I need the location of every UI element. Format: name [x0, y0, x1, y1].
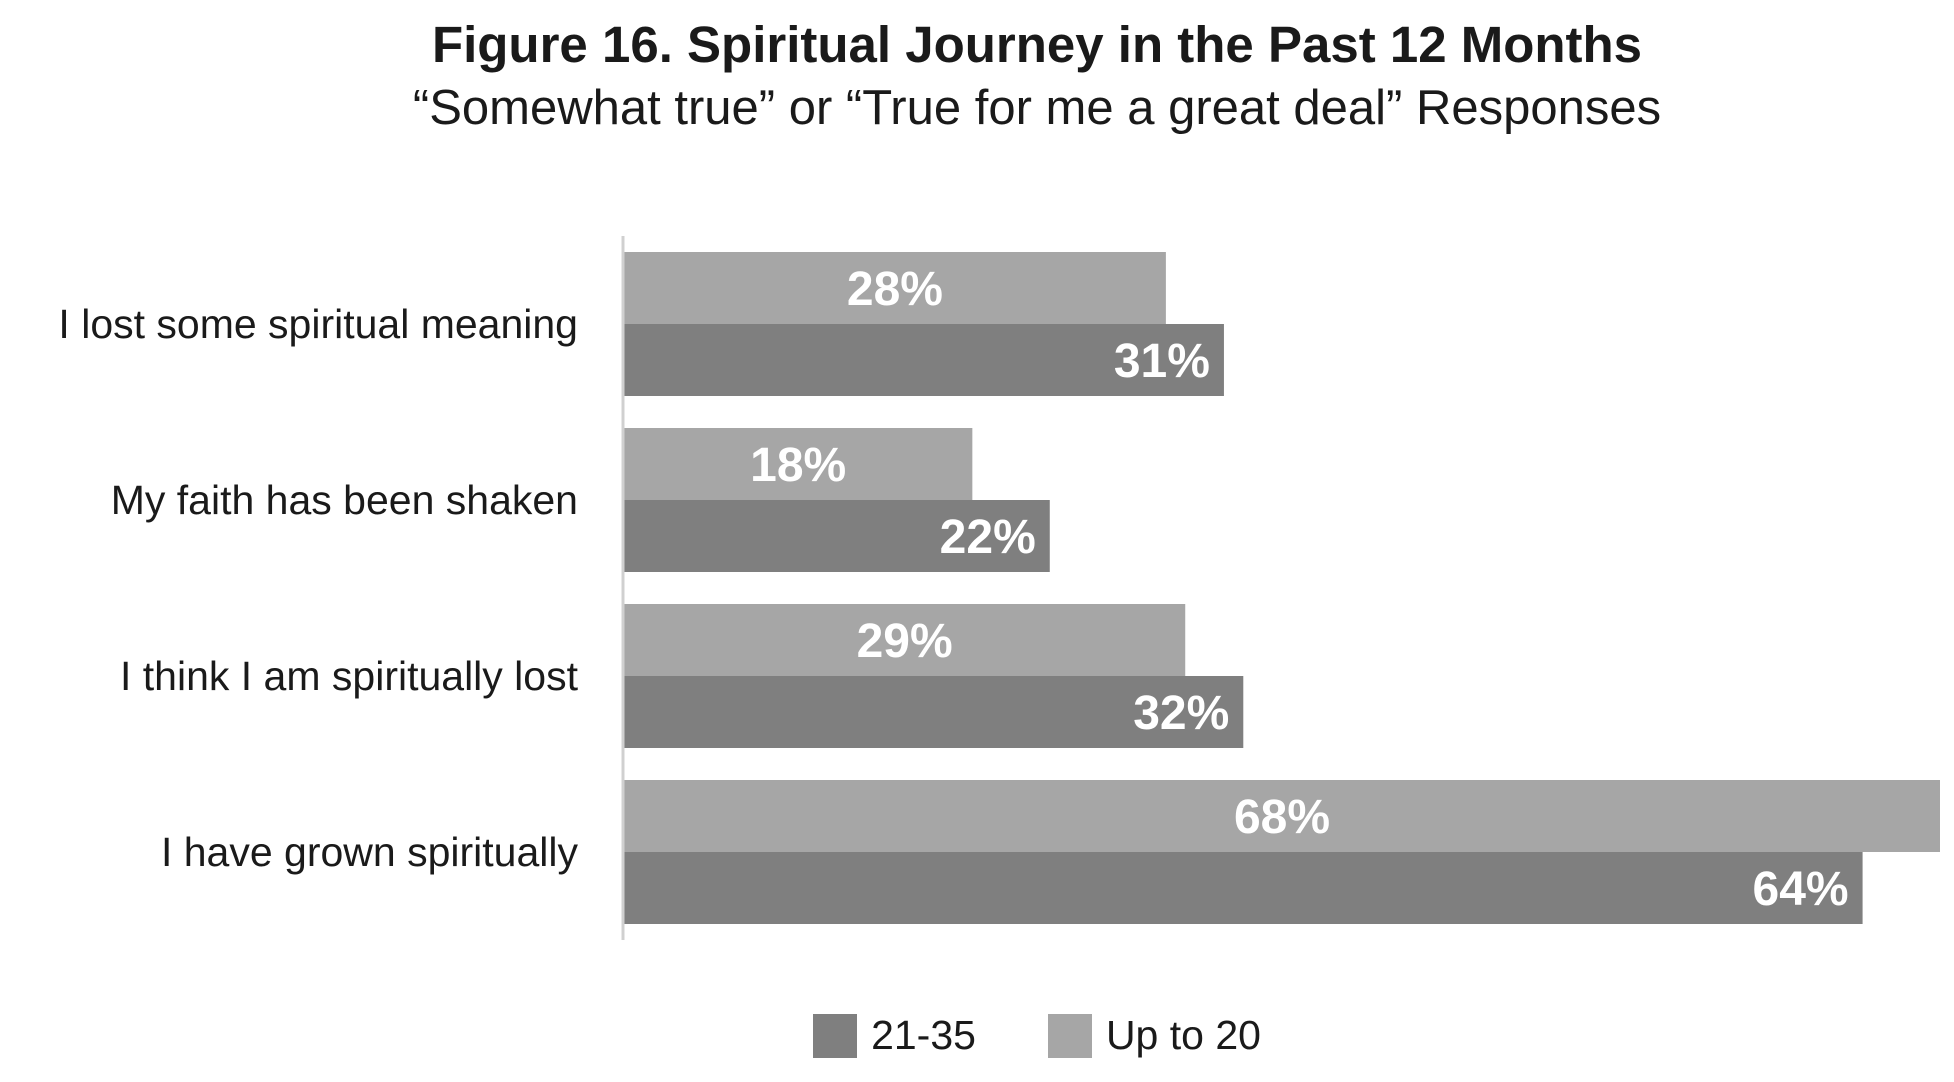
data-label: 32%: [1133, 687, 1229, 740]
bar-21-35: [624, 324, 1224, 396]
legend-swatch-21-35: [813, 1013, 858, 1058]
chart-title: Figure 16. Spiritual Journey in the Past…: [431, 16, 1643, 73]
bar-21-35: [624, 852, 1863, 924]
data-label: 68%: [1234, 791, 1330, 844]
bar-up-to-20: [624, 780, 1940, 852]
data-label: 31%: [1114, 335, 1210, 388]
data-label: 18%: [750, 439, 846, 492]
category-label: I lost some spiritual meaning: [58, 301, 578, 347]
category-label: I think I am spiritually lost: [120, 653, 579, 699]
chart-subtitle: “Somewhat true” or “True for me a great …: [412, 81, 1662, 135]
data-label: 22%: [940, 511, 1036, 564]
bar-up-to-20: [624, 604, 1186, 676]
legend-item-21-35: 21-35: [813, 1012, 976, 1059]
category-label: I have grown spiritually: [161, 829, 579, 875]
chart-title-block: Figure 16. Spiritual Journey in the Past…: [0, 14, 1954, 140]
legend-label-up-to-20: Up to 20: [1105, 1012, 1261, 1058]
bar-up-to-20: [624, 252, 1166, 324]
category-label: My faith has been shaken: [111, 477, 578, 523]
legend-label-21-35: 21-35: [871, 1012, 976, 1058]
legend-item-up-to-20: Up to 20: [1047, 1012, 1261, 1059]
chart-legend: 21-35 Up to 20: [0, 1012, 1954, 1059]
data-label: 28%: [847, 263, 943, 316]
bar-up-to-20: [624, 428, 973, 500]
data-label: 64%: [1753, 863, 1849, 916]
data-label: 29%: [857, 615, 953, 668]
bar-21-35: [624, 500, 1050, 572]
legend-swatch-up-to-20: [1047, 1013, 1092, 1058]
bar-21-35: [624, 676, 1244, 748]
